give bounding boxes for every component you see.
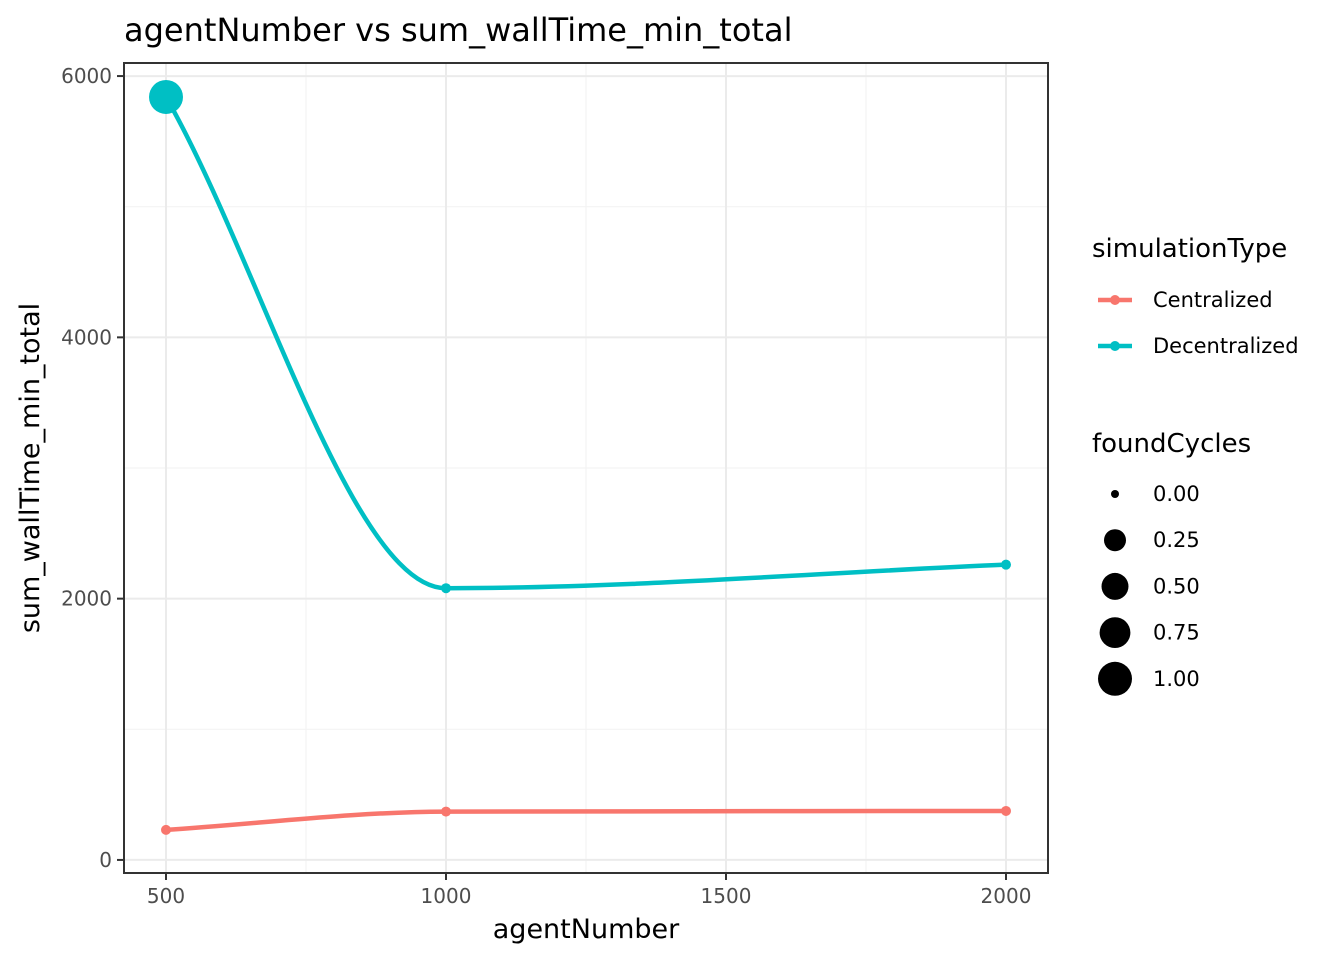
- legend-key-point: [1110, 341, 1120, 351]
- legend: simulationType foundCycles Centralized De…: [1092, 234, 1299, 696]
- y-tick-label: 6000: [61, 64, 112, 88]
- legend-label: Centralized: [1153, 288, 1273, 312]
- data-point-decentralized: [1001, 559, 1011, 570]
- y-tick-label: 4000: [61, 325, 112, 349]
- size-legend-key: [1101, 572, 1129, 600]
- series-line-centralized: [163, 808, 1009, 833]
- size-legend-key: [1099, 617, 1131, 648]
- size-legend-title: foundCycles: [1092, 429, 1251, 459]
- color-legend-title: simulationType: [1092, 234, 1287, 264]
- y-axis-title: sum_wallTime_min_total: [15, 303, 46, 633]
- data-point-centralized: [441, 806, 451, 817]
- size-legend-label: 0.50: [1153, 574, 1200, 598]
- legend-label: Decentralized: [1153, 334, 1299, 358]
- x-tick-label: 1000: [421, 884, 472, 908]
- size-legend-label: 0.00: [1153, 482, 1200, 506]
- x-tick-label: 500: [147, 884, 185, 908]
- data-point-centralized: [1001, 805, 1011, 816]
- plot-border: [123, 62, 1049, 874]
- size-legend-label: 0.75: [1153, 621, 1200, 645]
- legend-key-point: [1110, 295, 1120, 305]
- size-legend-key: [1098, 661, 1132, 696]
- data-point-centralized: [161, 824, 171, 835]
- plot-area: 500 1000 1500 2000 0 2000 4000 6000: [61, 62, 1049, 908]
- data-point-decentralized: [149, 79, 183, 114]
- chart-title: agentNumber vs sum_wallTime_min_total: [124, 11, 792, 49]
- size-legend-key: [1104, 529, 1126, 552]
- data-point-decentralized: [441, 583, 451, 594]
- y-tick-label: 0: [99, 848, 112, 872]
- y-tick-label: 2000: [61, 587, 112, 611]
- size-legend-label: 0.25: [1153, 528, 1200, 552]
- size-legend-label: 1.00: [1153, 667, 1200, 691]
- x-axis-title: agentNumber: [493, 914, 680, 945]
- x-tick-label: 2000: [981, 884, 1032, 908]
- x-tick-label: 1500: [701, 884, 752, 908]
- size-legend-key: [1111, 490, 1119, 498]
